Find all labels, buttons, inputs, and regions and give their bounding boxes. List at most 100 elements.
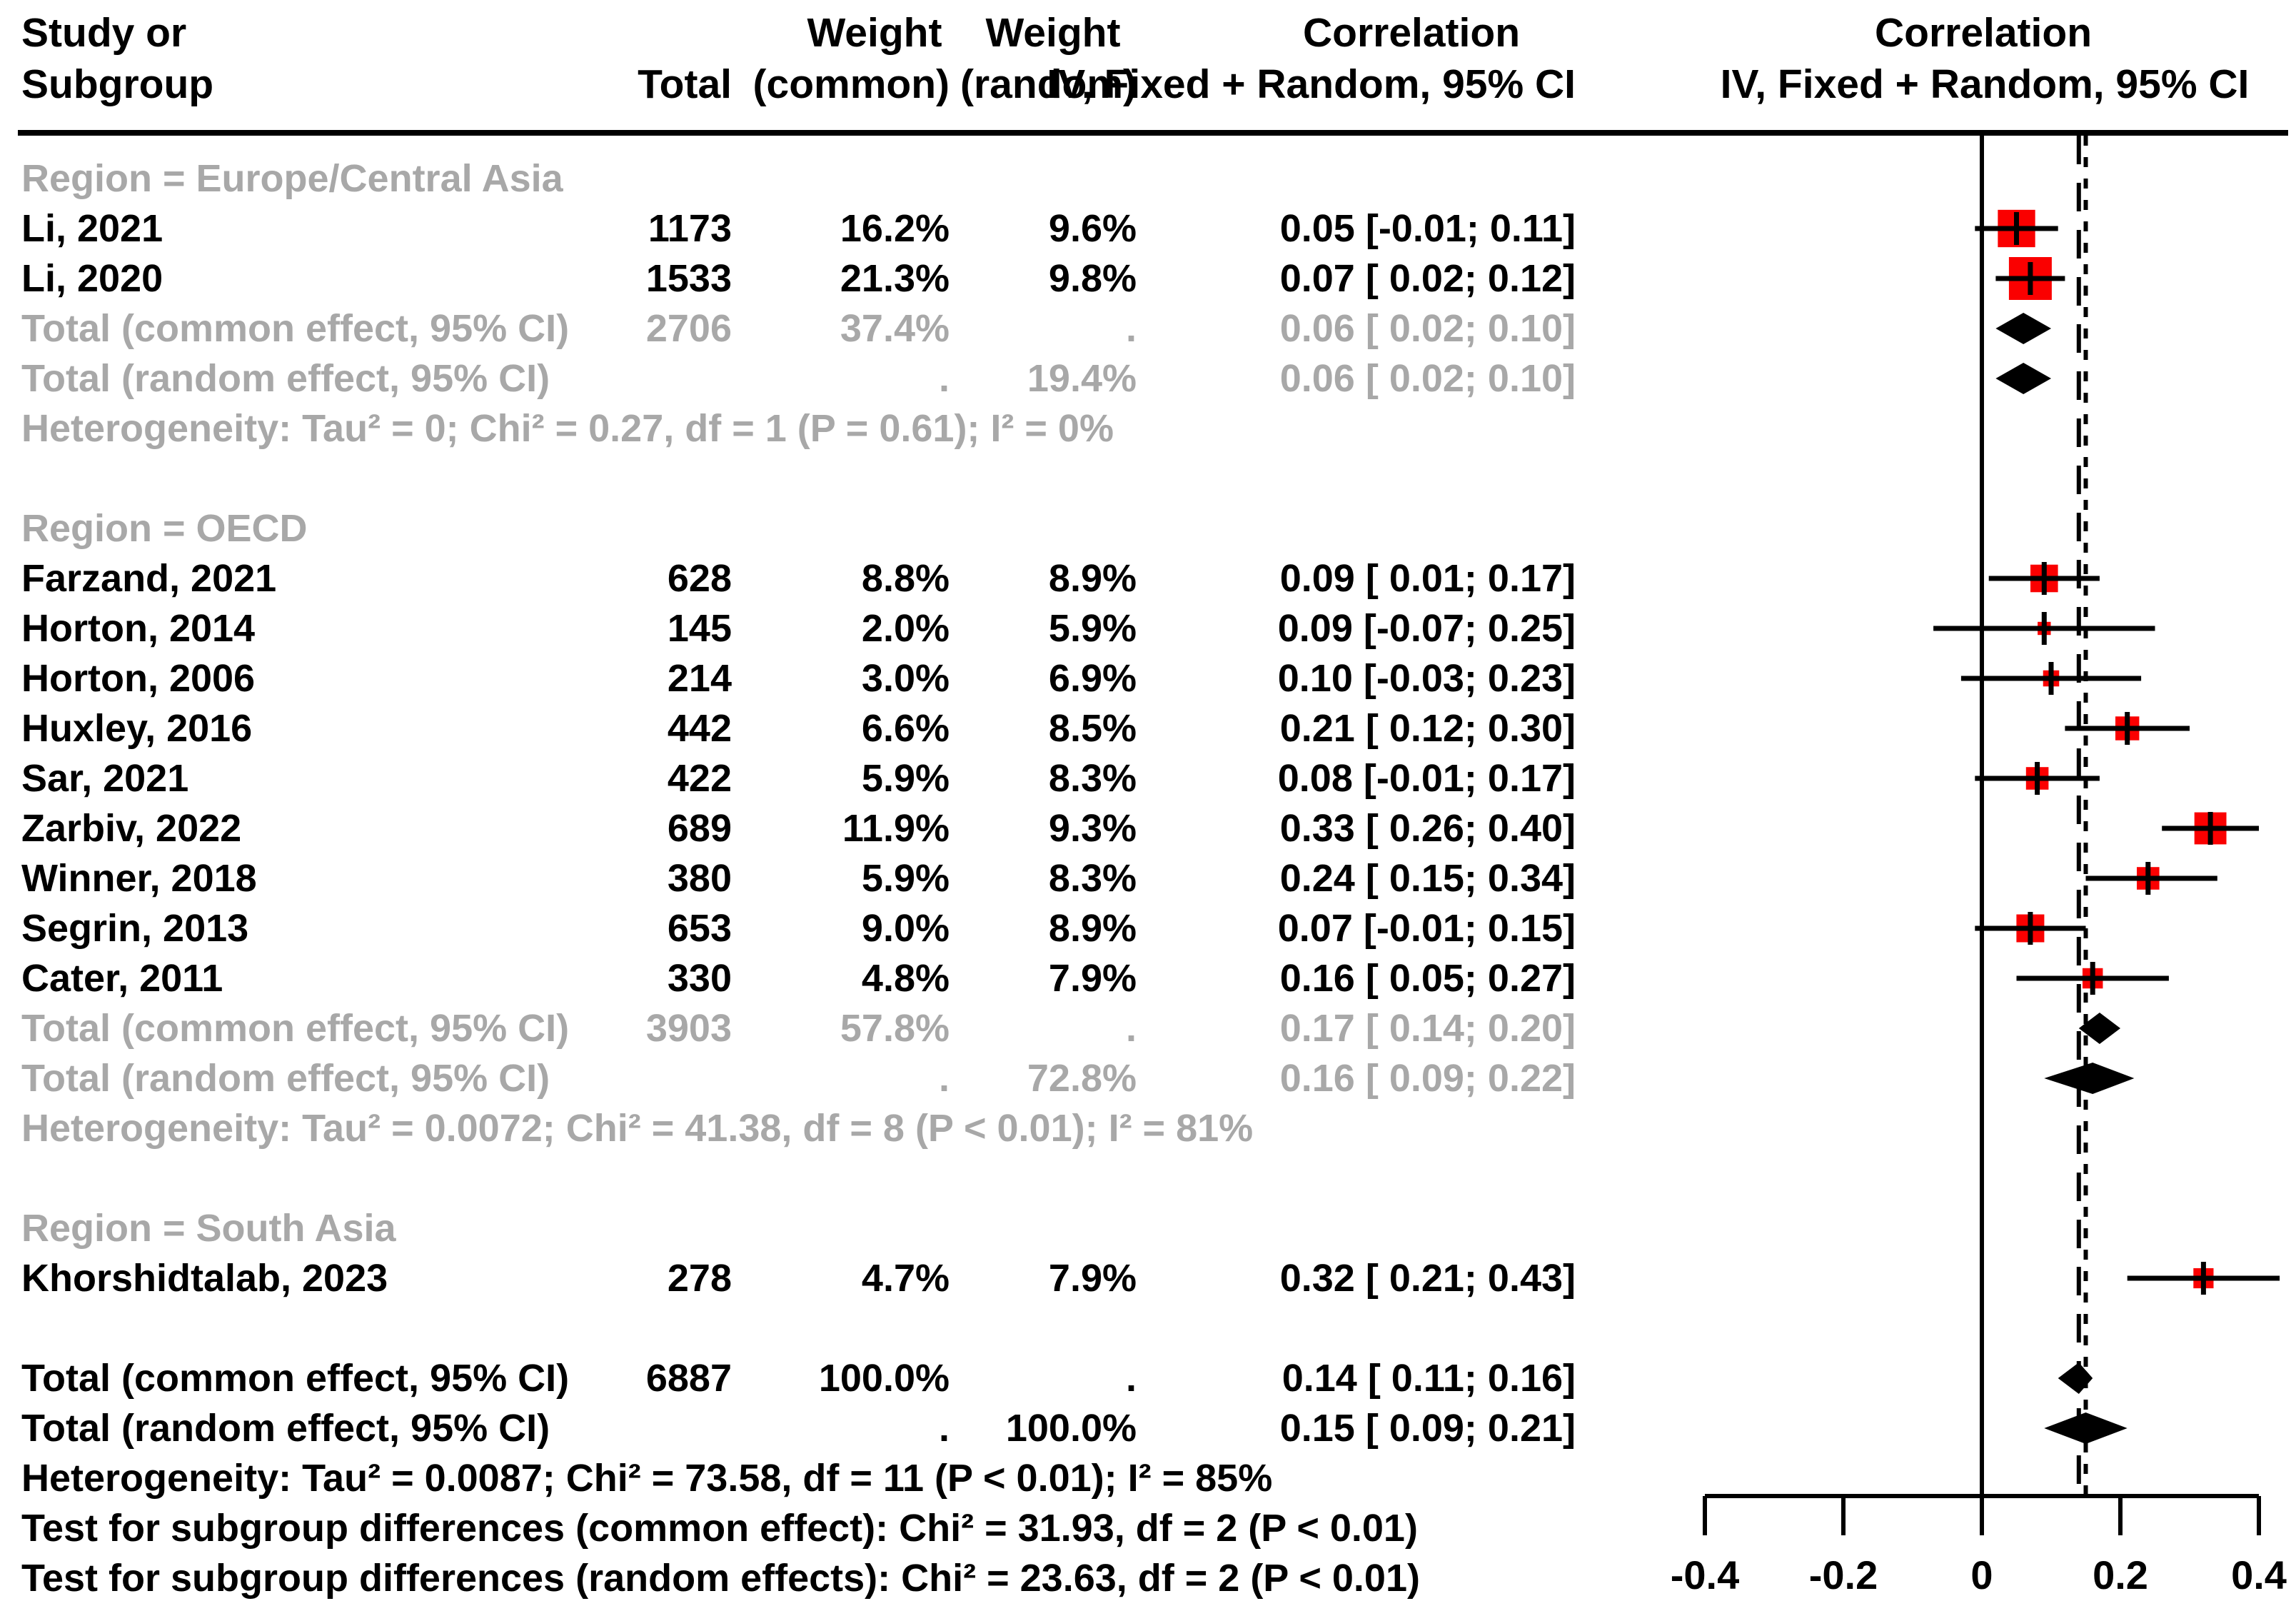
ci-text-cell: 0.33 [ 0.26; 0.40]	[1279, 807, 1576, 850]
study-label: Segrin, 2013	[21, 907, 249, 950]
effect-square	[2025, 767, 2049, 790]
weight-common-cell: 57.8%	[840, 1007, 950, 1050]
total-cell: 422	[667, 757, 732, 800]
column-header-weight-common-bottom: (common)	[752, 61, 950, 107]
ci-text-cell: 0.05 [-0.01; 0.11]	[1279, 207, 1576, 250]
weight-random-cell: 9.8%	[1048, 257, 1137, 300]
ci-text-cell: 0.32 [ 0.21; 0.43]	[1279, 1257, 1576, 1300]
effect-square	[2194, 812, 2227, 845]
heterogeneity-note-row: Heterogeneity: Tau² = 0.0087; Chi² = 73.…	[0, 1453, 1581, 1503]
weight-random-cell: 7.9%	[1048, 957, 1137, 1000]
total-cell: 689	[667, 807, 732, 850]
study-label: Horton, 2014	[21, 607, 256, 650]
effect-square	[1998, 209, 2035, 248]
weight-common-cell: 8.8%	[861, 557, 950, 600]
subgroup-total-row: Total (random effect, 95% CI). 72.8% 0.16 …	[0, 1053, 1581, 1103]
weight-common-cell: 4.8%	[861, 957, 950, 1000]
note-text: Heterogeneity: Tau² = 0.0072; Chi² = 41.…	[21, 1107, 1254, 1150]
total-cell: 442	[667, 707, 732, 750]
subgroup-total-row: Total (random effect, 95% CI). 19.4% 0.06 …	[0, 353, 1581, 403]
weight-random-cell: 9.6%	[1048, 207, 1137, 250]
plot-header-top: Correlation	[1874, 10, 2093, 56]
weight-common-cell: 5.9%	[861, 757, 950, 800]
ci-text-cell: 0.14 [ 0.11; 0.16]	[1282, 1357, 1576, 1400]
effect-square	[2115, 716, 2140, 741]
subgroup-total-row: Total (common effect, 95% CI) 2706 37.4%. 0…	[0, 303, 1581, 353]
column-header-total: Total	[638, 61, 732, 107]
weight-random-cell: 8.3%	[1048, 857, 1137, 900]
subgroup-test-note-row: Test for subgroup differences (common ef…	[0, 1503, 1581, 1553]
ci-text-cell: 0.24 [ 0.15; 0.34]	[1279, 857, 1576, 900]
note-text: Heterogeneity: Tau² = 0.0087; Chi² = 73.…	[21, 1457, 1273, 1500]
total-cell: 1173	[648, 207, 732, 250]
column-header-study-line2: Subgroup	[21, 61, 214, 107]
weight-random-cell: 8.5%	[1048, 707, 1137, 750]
ci-text-cell: 0.21 [ 0.12; 0.30]	[1279, 707, 1576, 750]
pooled-diamond	[2044, 1063, 2135, 1094]
study-label: Khorshidtalab, 2023	[21, 1257, 388, 1300]
weight-random-cell: .	[1125, 307, 1137, 350]
effect-square	[2193, 1268, 2214, 1289]
weight-common-cell: .	[938, 1057, 950, 1100]
weight-random-cell: 5.9%	[1048, 607, 1137, 650]
ci-text-cell: 0.17 [ 0.14; 0.20]	[1279, 1007, 1576, 1050]
weight-random-cell: 8.9%	[1048, 907, 1137, 950]
ci-text-cell: 0.08 [-0.01; 0.17]	[1277, 757, 1576, 800]
weight-common-cell: 9.0%	[861, 907, 950, 950]
spacer-row	[0, 453, 1581, 503]
subgroup-section-label: Region = South Asia	[21, 1207, 396, 1250]
subgroup-section-label: Region = OECD	[21, 507, 308, 550]
note-text: Heterogeneity: Tau² = 0; Chi² = 0.27, df…	[21, 407, 1114, 450]
total-cell: 3903	[645, 1007, 732, 1050]
pooled-diamond	[1995, 363, 2051, 394]
total-cell: 214	[667, 657, 732, 700]
weight-common-cell: 11.9%	[842, 807, 950, 850]
study-row: Farzand, 2021 628 8.8% 8.9% 0.09 [ 0.01; 0.1…	[0, 553, 1581, 603]
total-cell: 1533	[645, 257, 732, 300]
column-header-weight-common-top: Weight	[807, 10, 942, 56]
study-row: Sar, 2021 422 5.9% 8.3% 0.08 [-0.01; 0.17]	[0, 753, 1581, 803]
note-text: Test for subgroup differences (common ef…	[21, 1507, 1418, 1550]
weight-random-cell: 8.3%	[1048, 757, 1137, 800]
subgroup-section-label: Region = Europe/Central Asia	[21, 157, 563, 200]
weight-random-cell: .	[1125, 1357, 1137, 1400]
weight-random-cell: .	[1125, 1007, 1137, 1050]
weight-common-cell: .	[938, 1407, 950, 1450]
overall-total-row: Total (common effect, 95% CI) 6887 100.0%.…	[0, 1353, 1581, 1403]
weight-common-cell: 4.7%	[861, 1257, 950, 1300]
study-row: Segrin, 2013 653 9.0% 8.9% 0.07 [-0.01; 0.15…	[0, 903, 1581, 953]
effect-square	[2137, 867, 2160, 890]
header-divider-rule	[18, 130, 2288, 136]
ci-text-cell: 0.09 [-0.07; 0.25]	[1277, 607, 1576, 650]
ci-text-cell: 0.16 [ 0.09; 0.22]	[1279, 1057, 1576, 1100]
total-cell: 2706	[645, 307, 732, 350]
pooled-diamond	[2058, 1362, 2093, 1394]
ci-text-cell: 0.07 [ 0.02; 0.12]	[1279, 257, 1576, 300]
study-row: Huxley, 2016 442 6.6% 8.5% 0.21 [ 0.12; 0.30…	[0, 703, 1581, 753]
study-label: Total (random effect, 95% CI)	[21, 357, 550, 400]
study-label: Li, 2021	[21, 207, 163, 250]
study-label: Farzand, 2021	[21, 557, 277, 600]
column-header-weight-random-bottom: (random)	[960, 61, 1137, 107]
weight-common-cell: 100.0%	[818, 1357, 950, 1400]
note-text: Test for subgroup differences (random ef…	[21, 1557, 1420, 1600]
weight-random-cell: 19.4%	[1027, 357, 1137, 400]
weight-common-cell: 21.3%	[840, 257, 950, 300]
study-label: Total (random effect, 95% CI)	[21, 1407, 550, 1450]
axis-tick-label: -0.2	[1809, 1552, 1878, 1597]
column-header-ci-bottom: IV, Fixed + Random, 95% CI	[1047, 61, 1576, 107]
study-label: Cater, 2011	[21, 957, 223, 1000]
study-row: Winner, 2018 380 5.9% 8.3% 0.24 [ 0.15; 0.34…	[0, 853, 1581, 903]
subgroup-section-row: Region = OECD	[0, 503, 1581, 553]
axis-tick-label: 0	[1970, 1552, 1993, 1597]
ci-text-cell: 0.10 [-0.03; 0.23]	[1277, 657, 1576, 700]
column-header-study-line1: Study or	[21, 10, 187, 56]
column-header-ci-top: Correlation	[1302, 10, 1521, 56]
subgroup-section-row: Region = South Asia	[0, 1203, 1581, 1253]
column-header-weight-random-top: Weight	[985, 10, 1121, 56]
subgroup-section-row: Region = Europe/Central Asia	[0, 154, 1581, 204]
study-label: Total (common effect, 95% CI)	[21, 1357, 570, 1400]
weight-common-cell: .	[938, 357, 950, 400]
study-row: Li, 2020 1533 21.3% 9.8% 0.07 [ 0.02; 0.12]	[0, 254, 1581, 303]
